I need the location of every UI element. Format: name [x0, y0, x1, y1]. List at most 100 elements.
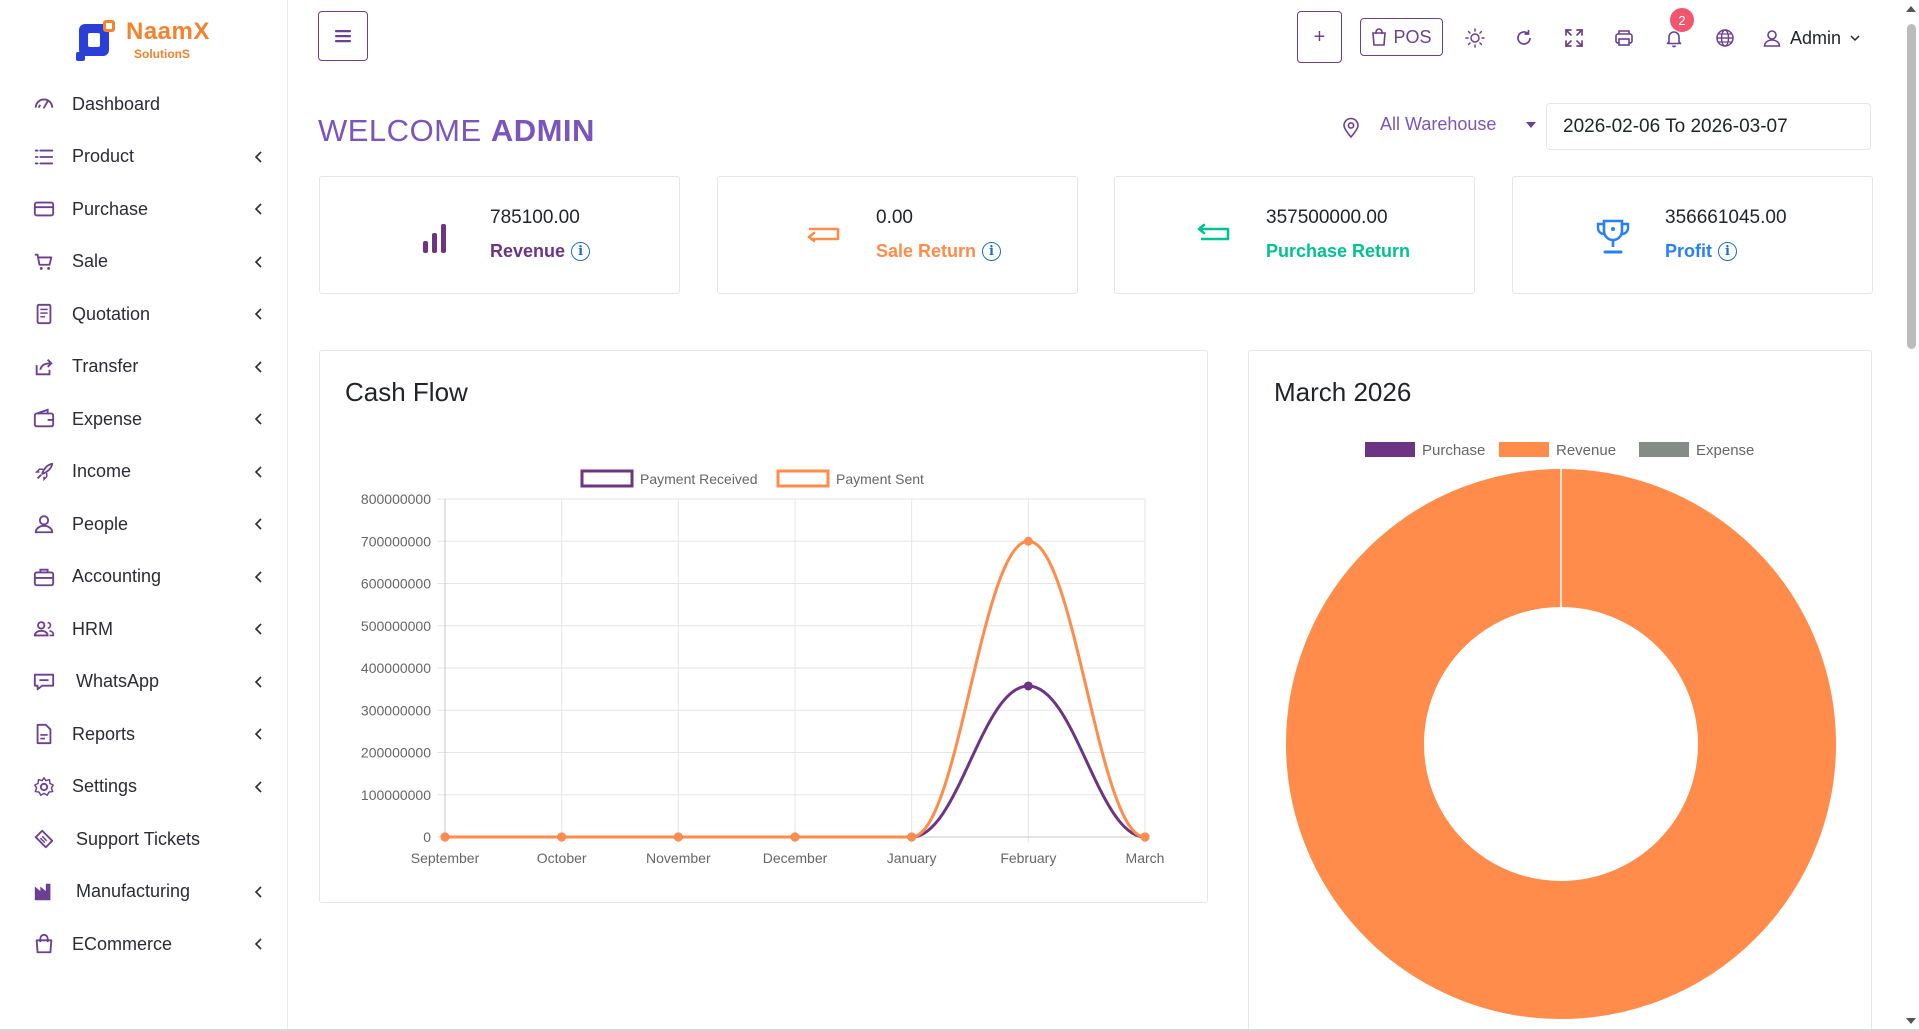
- sidebar-item-settings[interactable]: Settings: [0, 761, 288, 814]
- sidebar-item-label: Product: [72, 146, 135, 167]
- legend-swatch: [580, 469, 634, 488]
- welcome-prefix: WELCOME: [318, 113, 482, 148]
- info-icon[interactable]: i: [571, 242, 591, 261]
- info-icon[interactable]: i: [982, 242, 1002, 261]
- sidebar-item-people[interactable]: People: [0, 498, 288, 551]
- pos-button[interactable]: POS: [1360, 18, 1443, 56]
- bar-chart-icon: [423, 224, 446, 253]
- sidebar-item-label: Accounting: [72, 566, 162, 587]
- sidebar-item-dashboard[interactable]: Dashboard: [0, 78, 288, 131]
- data-point: [790, 832, 800, 842]
- x-tick-label: September: [411, 850, 480, 866]
- user-menu[interactable]: Admin: [1762, 24, 1861, 52]
- file-icon: [32, 722, 56, 746]
- chevron-left-icon: [254, 308, 262, 320]
- sidebar-item-expense[interactable]: Expense: [0, 393, 288, 446]
- chevron-left-icon: [254, 466, 262, 478]
- gear-icon: [32, 775, 56, 799]
- legend-swatch: [1365, 442, 1415, 457]
- sidebar-item-label: Sale: [72, 251, 109, 272]
- notifications-button[interactable]: [1662, 26, 1686, 50]
- y-tick-label: 600000000: [361, 576, 431, 592]
- sidebar-item-reports[interactable]: Reports: [0, 708, 288, 761]
- sidebar-item-product[interactable]: Product: [0, 131, 288, 184]
- credit-card-icon: [32, 197, 56, 221]
- chevron-left-icon: [254, 151, 262, 163]
- sidebar-item-label: Income: [72, 461, 132, 482]
- chevron-left-icon: [254, 413, 262, 425]
- stat-label: Purchase Return: [1266, 241, 1410, 262]
- store-button[interactable]: [1612, 26, 1636, 50]
- stat-label-text: Profit: [1665, 241, 1712, 261]
- bottom-border: [0, 1029, 1919, 1031]
- user-icon: [32, 512, 56, 536]
- profit-card: 356661045.00 Profit i: [1512, 176, 1873, 294]
- refresh-icon: [1517, 30, 1531, 45]
- data-point: [440, 832, 450, 842]
- sidebar-item-purchase[interactable]: Purchase: [0, 183, 288, 236]
- y-tick-label: 700000000: [361, 533, 431, 549]
- top-header: [289, 0, 1919, 76]
- sidebar-item-hrm[interactable]: HRM: [0, 603, 288, 656]
- sidebar-item-label: Quotation: [72, 303, 151, 324]
- warehouse-select[interactable]: All Warehouse: [1380, 114, 1497, 134]
- data-point: [1023, 536, 1033, 546]
- ticket-icon: [32, 827, 56, 851]
- legend-label: Expense: [1696, 442, 1754, 459]
- sidebar-item-ecommerce[interactable]: ECommerce: [0, 918, 288, 971]
- refresh-button[interactable]: [1512, 26, 1536, 50]
- chevron-left-icon: [254, 676, 262, 688]
- y-tick-label: 800000000: [361, 491, 431, 507]
- sidebar-item-whatsapp[interactable]: WhatsApp: [0, 656, 288, 709]
- stat-label-text: Sale Return: [876, 241, 977, 261]
- brand-name: NaamX: [126, 18, 210, 45]
- stat-label-text: Revenue: [490, 241, 566, 261]
- y-tick-label: 0: [423, 829, 431, 845]
- pos-label: POS: [1393, 26, 1432, 47]
- scrollbar-thumb[interactable]: [1907, 24, 1916, 349]
- fullscreen-button[interactable]: [1562, 26, 1586, 50]
- trophy-icon: [1596, 219, 1630, 254]
- sidebar-item-label: Expense: [72, 408, 143, 429]
- legend-swatch: [1499, 442, 1549, 457]
- rocket-icon: [32, 460, 56, 484]
- revenue-card: 785100.00 Revenue i: [319, 176, 680, 294]
- date-range-input[interactable]: 2026-02-06 To 2026-03-07: [1546, 103, 1871, 150]
- sidebar-item-quotation[interactable]: Quotation: [0, 288, 288, 341]
- sidebar-item-transfer[interactable]: Transfer: [0, 341, 288, 394]
- legend-label: Payment Sent: [836, 471, 924, 487]
- sidebar-item-support-tickets[interactable]: Support Tickets: [0, 813, 288, 866]
- legend-label: Payment Received: [640, 471, 758, 487]
- theme-toggle-button[interactable]: [1463, 26, 1487, 50]
- stat-label: Sale Return i: [876, 241, 1002, 262]
- sidebar-item-label: Reports: [72, 723, 136, 744]
- cart-icon: [32, 250, 56, 274]
- data-point: [1140, 832, 1150, 842]
- sidebar-item-label: Dashboard: [72, 93, 161, 114]
- chevron-left-icon: [254, 203, 262, 215]
- wallet-icon: [32, 407, 56, 431]
- document-icon: [32, 302, 56, 326]
- sidebar-item-income[interactable]: Income: [0, 446, 288, 499]
- scroll-up-icon[interactable]: [1905, 4, 1917, 14]
- sidebar-item-label: Settings: [72, 776, 138, 797]
- sidebar-item-manufacturing[interactable]: Manufacturing: [0, 866, 288, 919]
- scroll-down-icon[interactable]: [1905, 1016, 1917, 1026]
- cash-flow-panel: Cash Flow 0 100000000 200000000 300000000 40…: [319, 350, 1208, 903]
- brand-sub: SolutionS: [134, 47, 190, 61]
- legend-label: Revenue: [1556, 442, 1616, 459]
- sidebar-item-sale[interactable]: Sale: [0, 236, 288, 289]
- info-icon[interactable]: i: [1718, 242, 1737, 261]
- chat-icon: [32, 670, 56, 694]
- chevron-down-icon: [1850, 35, 1860, 42]
- expand-icon: [1565, 29, 1583, 47]
- menu-toggle-button[interactable]: [318, 11, 368, 61]
- sidebar-item-accounting[interactable]: Accounting: [0, 551, 288, 604]
- sidebar-item-label: HRM: [72, 618, 113, 639]
- data-point: [557, 832, 567, 842]
- sun-icon: [1465, 28, 1485, 48]
- brand-logo[interactable]: NaamX SolutionS: [76, 16, 221, 64]
- language-button[interactable]: [1713, 26, 1737, 50]
- add-new-button[interactable]: +: [1297, 11, 1342, 63]
- bell-icon: [1666, 31, 1682, 48]
